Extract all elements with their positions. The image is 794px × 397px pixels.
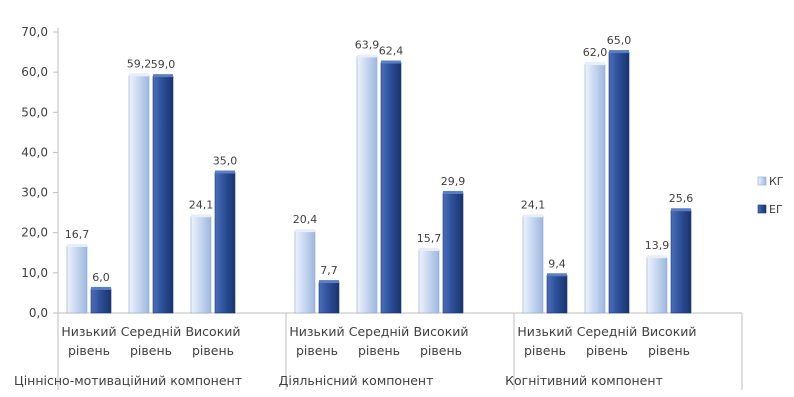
- bar-kg: [646, 256, 668, 314]
- bar-top-face: [381, 60, 401, 64]
- y-tick-label: 0,0: [29, 306, 48, 320]
- x-category-label: рівень: [524, 343, 566, 358]
- data-label: 25,6: [669, 192, 694, 205]
- x-category-label: рівень: [358, 343, 400, 358]
- data-label: 29,9: [441, 175, 466, 188]
- bar-eg: [380, 62, 402, 314]
- bar-top-face: [357, 54, 377, 58]
- data-label: 24,1: [189, 198, 214, 211]
- x-category-label: Низький: [61, 324, 116, 339]
- data-label: 63,9: [355, 38, 380, 51]
- legend: КГ ЕГ: [757, 175, 784, 216]
- y-tick-label: 10,0: [21, 266, 48, 280]
- bar-top-face: [547, 273, 567, 277]
- x-category-label: рівень: [420, 343, 462, 358]
- y-tick-label: 50,0: [21, 105, 48, 119]
- x-category-label: Низький: [517, 324, 572, 339]
- y-tick-label: 60,0: [21, 65, 48, 79]
- legend-label: КГ: [769, 175, 784, 188]
- bar-eg: [442, 192, 464, 314]
- x-category-label: рівень: [68, 343, 110, 358]
- x-category-label: рівень: [648, 343, 690, 358]
- data-label: 6,0: [92, 271, 110, 284]
- bar-top-face: [91, 286, 111, 290]
- data-label: 62,4: [379, 45, 404, 58]
- bar-top-face: [647, 255, 667, 259]
- y-tick-label: 30,0: [21, 186, 48, 200]
- bar-top-face: [419, 247, 439, 251]
- y-tick-label: 40,0: [21, 145, 48, 159]
- x-category-label: рівень: [192, 343, 234, 358]
- x-category-label: Середній: [121, 324, 181, 339]
- data-label: 15,7: [417, 232, 442, 245]
- bar-top-face: [671, 208, 691, 212]
- x-category-label: Високий: [641, 324, 696, 339]
- bar-kg: [418, 249, 440, 314]
- bar-kg: [356, 56, 378, 314]
- bar-kg: [584, 63, 606, 314]
- x-category-label: рівень: [296, 343, 338, 358]
- bar-top-face: [609, 50, 629, 54]
- data-label: 59,0: [151, 58, 176, 71]
- data-label: 62,0: [583, 46, 608, 59]
- bar-kg: [190, 215, 212, 314]
- data-label: 20,4: [293, 213, 318, 226]
- bar-kg: [66, 245, 88, 314]
- x-group-label: Когнітивний компонент: [505, 373, 663, 388]
- bar-top-face: [295, 229, 315, 233]
- labels-layer: 16,7 6,0 Низький рівень 59,2 59,0 Середній ріве…: [14, 34, 697, 388]
- y-tick-label: 20,0: [21, 226, 48, 240]
- x-group-label: Діяльнісний компонент: [279, 373, 434, 388]
- bar-top-face: [523, 214, 543, 218]
- x-category-label: Середній: [349, 324, 409, 339]
- data-label: 7,7: [320, 264, 338, 277]
- x-category-label: Середній: [577, 324, 637, 339]
- data-label: 59,2: [127, 57, 152, 70]
- y-tick-label: 70,0: [21, 25, 48, 39]
- x-category-label: Низький: [289, 324, 344, 339]
- bar-kg: [294, 230, 316, 314]
- bar-top-face: [443, 190, 463, 194]
- x-category-label: рівень: [130, 343, 172, 358]
- bar-eg: [670, 209, 692, 314]
- bar-top-face: [585, 62, 605, 66]
- bar-eg: [608, 51, 630, 314]
- legend-swatch-eg: [757, 204, 767, 214]
- bars-layer: [66, 50, 692, 314]
- x-category-label: рівень: [586, 343, 628, 358]
- bar-top-face: [215, 170, 235, 174]
- data-label: 24,1: [521, 198, 546, 211]
- bar-top-face: [319, 280, 339, 284]
- legend-label: ЕГ: [769, 203, 783, 216]
- data-label: 13,9: [645, 239, 670, 252]
- bar-kg: [522, 215, 544, 314]
- bar-eg: [318, 281, 340, 314]
- bar-eg: [214, 172, 236, 314]
- bar-kg: [128, 75, 150, 314]
- bar-eg: [90, 288, 112, 314]
- x-category-label: Високий: [413, 324, 468, 339]
- data-label: 9,4: [548, 257, 566, 270]
- data-label: 35,0: [213, 155, 238, 168]
- bar-eg: [152, 75, 174, 314]
- bar-eg: [546, 274, 568, 314]
- data-label: 65,0: [607, 34, 632, 47]
- bar-top-face: [153, 74, 173, 78]
- x-category-label: Високий: [185, 324, 240, 339]
- bar-top-face: [67, 243, 87, 247]
- bar-top-face: [129, 73, 149, 77]
- data-label: 16,7: [65, 228, 90, 241]
- bar-top-face: [191, 214, 211, 218]
- x-group-label: Ціннісно-мотиваційний компонент: [14, 373, 242, 388]
- legend-swatch-kg: [757, 176, 767, 186]
